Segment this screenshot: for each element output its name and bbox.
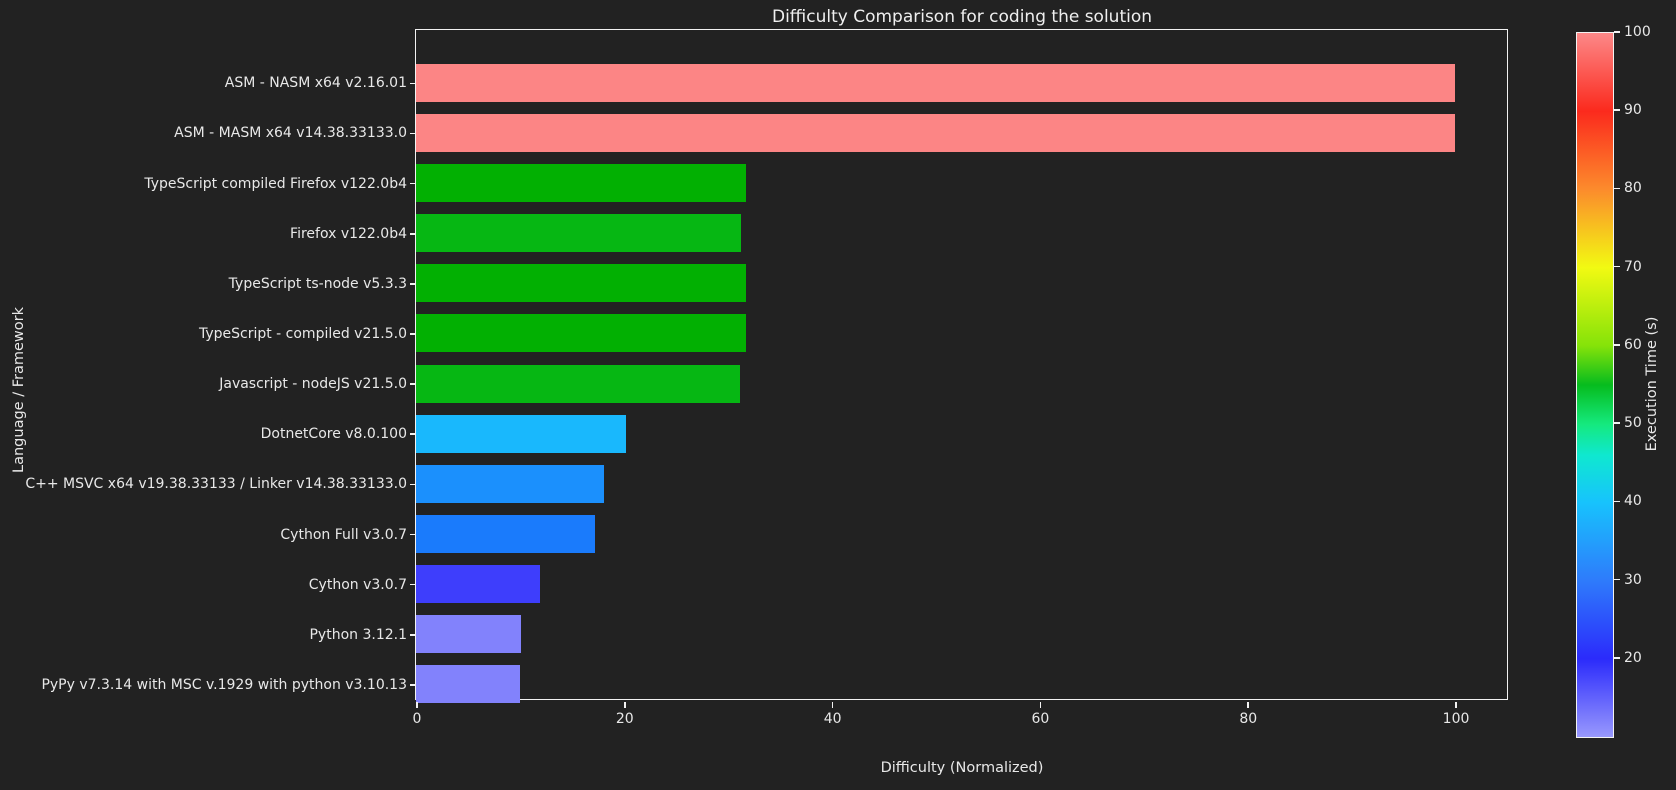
y-tick-mark — [410, 583, 416, 586]
y-tick-label: Cython Full v3.0.7 — [280, 526, 407, 543]
bar — [416, 113, 1456, 152]
x-tick-label: 20 — [615, 711, 634, 727]
y-tick-mark — [410, 283, 416, 285]
y-tick-mark — [410, 684, 416, 686]
colorbar-tick-mark — [1613, 109, 1620, 112]
bar — [416, 364, 740, 403]
y-tick-mark — [410, 433, 416, 436]
y-tick-mark — [410, 483, 416, 486]
x-tick-mark — [1455, 701, 1457, 708]
colorbar — [1576, 32, 1614, 738]
colorbar-tick-label: 20 — [1624, 649, 1642, 666]
x-axis-label: Difficulty (Normalized) — [880, 760, 1044, 776]
x-tick-mark — [1247, 701, 1250, 708]
y-tick-label: TypeScript compiled Firefox v122.0b4 — [144, 175, 407, 192]
y-tick-label: Javascript - nodeJS v21.5.0 — [219, 376, 407, 393]
colorbar-tick-mark — [1613, 344, 1620, 346]
y-tick-label: DotnetCore v8.0.100 — [260, 426, 407, 443]
plot-area — [415, 29, 1509, 704]
x-tick-mark — [1039, 701, 1042, 708]
bar — [416, 414, 627, 453]
colorbar-tick-label: 40 — [1624, 493, 1642, 510]
y-tick-label: TypeScript ts-node v5.3.3 — [228, 275, 407, 292]
colorbar-tick-mark — [1613, 265, 1620, 268]
bar — [416, 514, 596, 553]
x-tick-mark — [831, 701, 834, 708]
bar — [416, 63, 1456, 102]
colorbar-tick-label: 50 — [1624, 415, 1642, 432]
x-tick-label: 80 — [1239, 711, 1258, 727]
x-tick-label: 100 — [1442, 711, 1470, 727]
colorbar-tick-label: 30 — [1624, 571, 1642, 588]
bar — [416, 615, 522, 654]
y-tick-label: ASM - NASM x64 v2.16.01 — [224, 75, 407, 92]
colorbar-tick-mark — [1613, 422, 1620, 424]
bar — [416, 665, 521, 704]
y-tick-mark — [410, 333, 416, 335]
x-tick-label: 40 — [823, 711, 842, 727]
colorbar-tick-mark — [1613, 31, 1620, 33]
y-tick-mark — [410, 634, 416, 636]
bar — [416, 163, 746, 202]
y-tick-mark — [410, 82, 416, 85]
colorbar-label: Execution Time (s) — [1644, 316, 1660, 452]
bar — [416, 314, 746, 353]
x-tick-mark — [416, 701, 418, 708]
y-tick-mark — [410, 232, 416, 235]
bar — [416, 264, 746, 303]
y-tick-mark — [410, 383, 416, 385]
bar — [416, 214, 741, 253]
colorbar-tick-label: 80 — [1624, 180, 1642, 197]
y-tick-label: Python 3.12.1 — [309, 626, 407, 643]
colorbar-tick-mark — [1613, 656, 1620, 659]
y-tick-mark — [410, 182, 416, 185]
colorbar-tick-label: 70 — [1624, 258, 1642, 275]
colorbar-tick-mark — [1613, 578, 1620, 581]
colorbar-tick-label: 90 — [1624, 102, 1642, 119]
x-tick-label: 60 — [1031, 711, 1050, 727]
x-tick-mark — [624, 701, 626, 708]
colorbar-tick-mark — [1613, 500, 1620, 503]
y-axis-label: Language / Framework — [11, 307, 27, 473]
x-tick-label: 0 — [412, 711, 422, 727]
bar — [416, 565, 541, 604]
y-tick-label: Firefox v122.0b4 — [290, 225, 407, 242]
bar — [416, 464, 605, 503]
y-tick-label: TypeScript - compiled v21.5.0 — [198, 326, 407, 342]
y-tick-label: C++ MSVC x64 v19.38.33133 / Linker v14.3… — [25, 476, 407, 493]
colorbar-tick-label: 60 — [1624, 336, 1642, 353]
colorbar-tick-mark — [1613, 187, 1620, 190]
y-tick-label: Cython v3.0.7 — [308, 576, 407, 593]
colorbar-tick-label: 100 — [1624, 24, 1651, 40]
y-tick-label: PyPy v7.3.14 with MSC v.1929 with python… — [41, 676, 407, 693]
y-tick-mark — [410, 533, 416, 536]
chart-title: Difficulty Comparison for coding the sol… — [771, 7, 1153, 27]
y-tick-mark — [410, 132, 416, 135]
y-tick-label: ASM - MASM x64 v14.38.33133.0 — [174, 125, 407, 142]
